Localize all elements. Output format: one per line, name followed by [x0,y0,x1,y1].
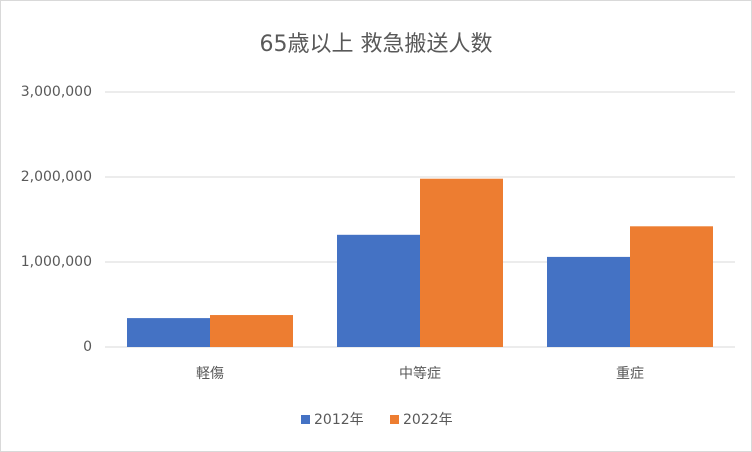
x-tick-label: 中等症 [399,365,441,382]
legend-swatch [301,415,310,424]
chart-title: 65歳以上 救急搬送人数 [260,32,493,57]
legend-swatch [390,415,399,424]
bar [337,234,420,347]
bar [630,226,713,347]
bar [547,256,630,347]
x-tick-label: 軽傷 [196,366,224,382]
legend-label: 2022年 [403,412,453,428]
bar [127,318,210,347]
bar [420,178,503,347]
y-tick-label: 2,000,000 [21,169,92,185]
x-tick-label: 重症 [616,366,644,382]
y-tick-label: 1,000,000 [21,254,92,270]
legend-label: 2012年 [314,412,364,428]
bar [210,315,293,347]
y-tick-label: 3,000,000 [21,84,92,100]
y-tick-label: 0 [83,339,92,355]
